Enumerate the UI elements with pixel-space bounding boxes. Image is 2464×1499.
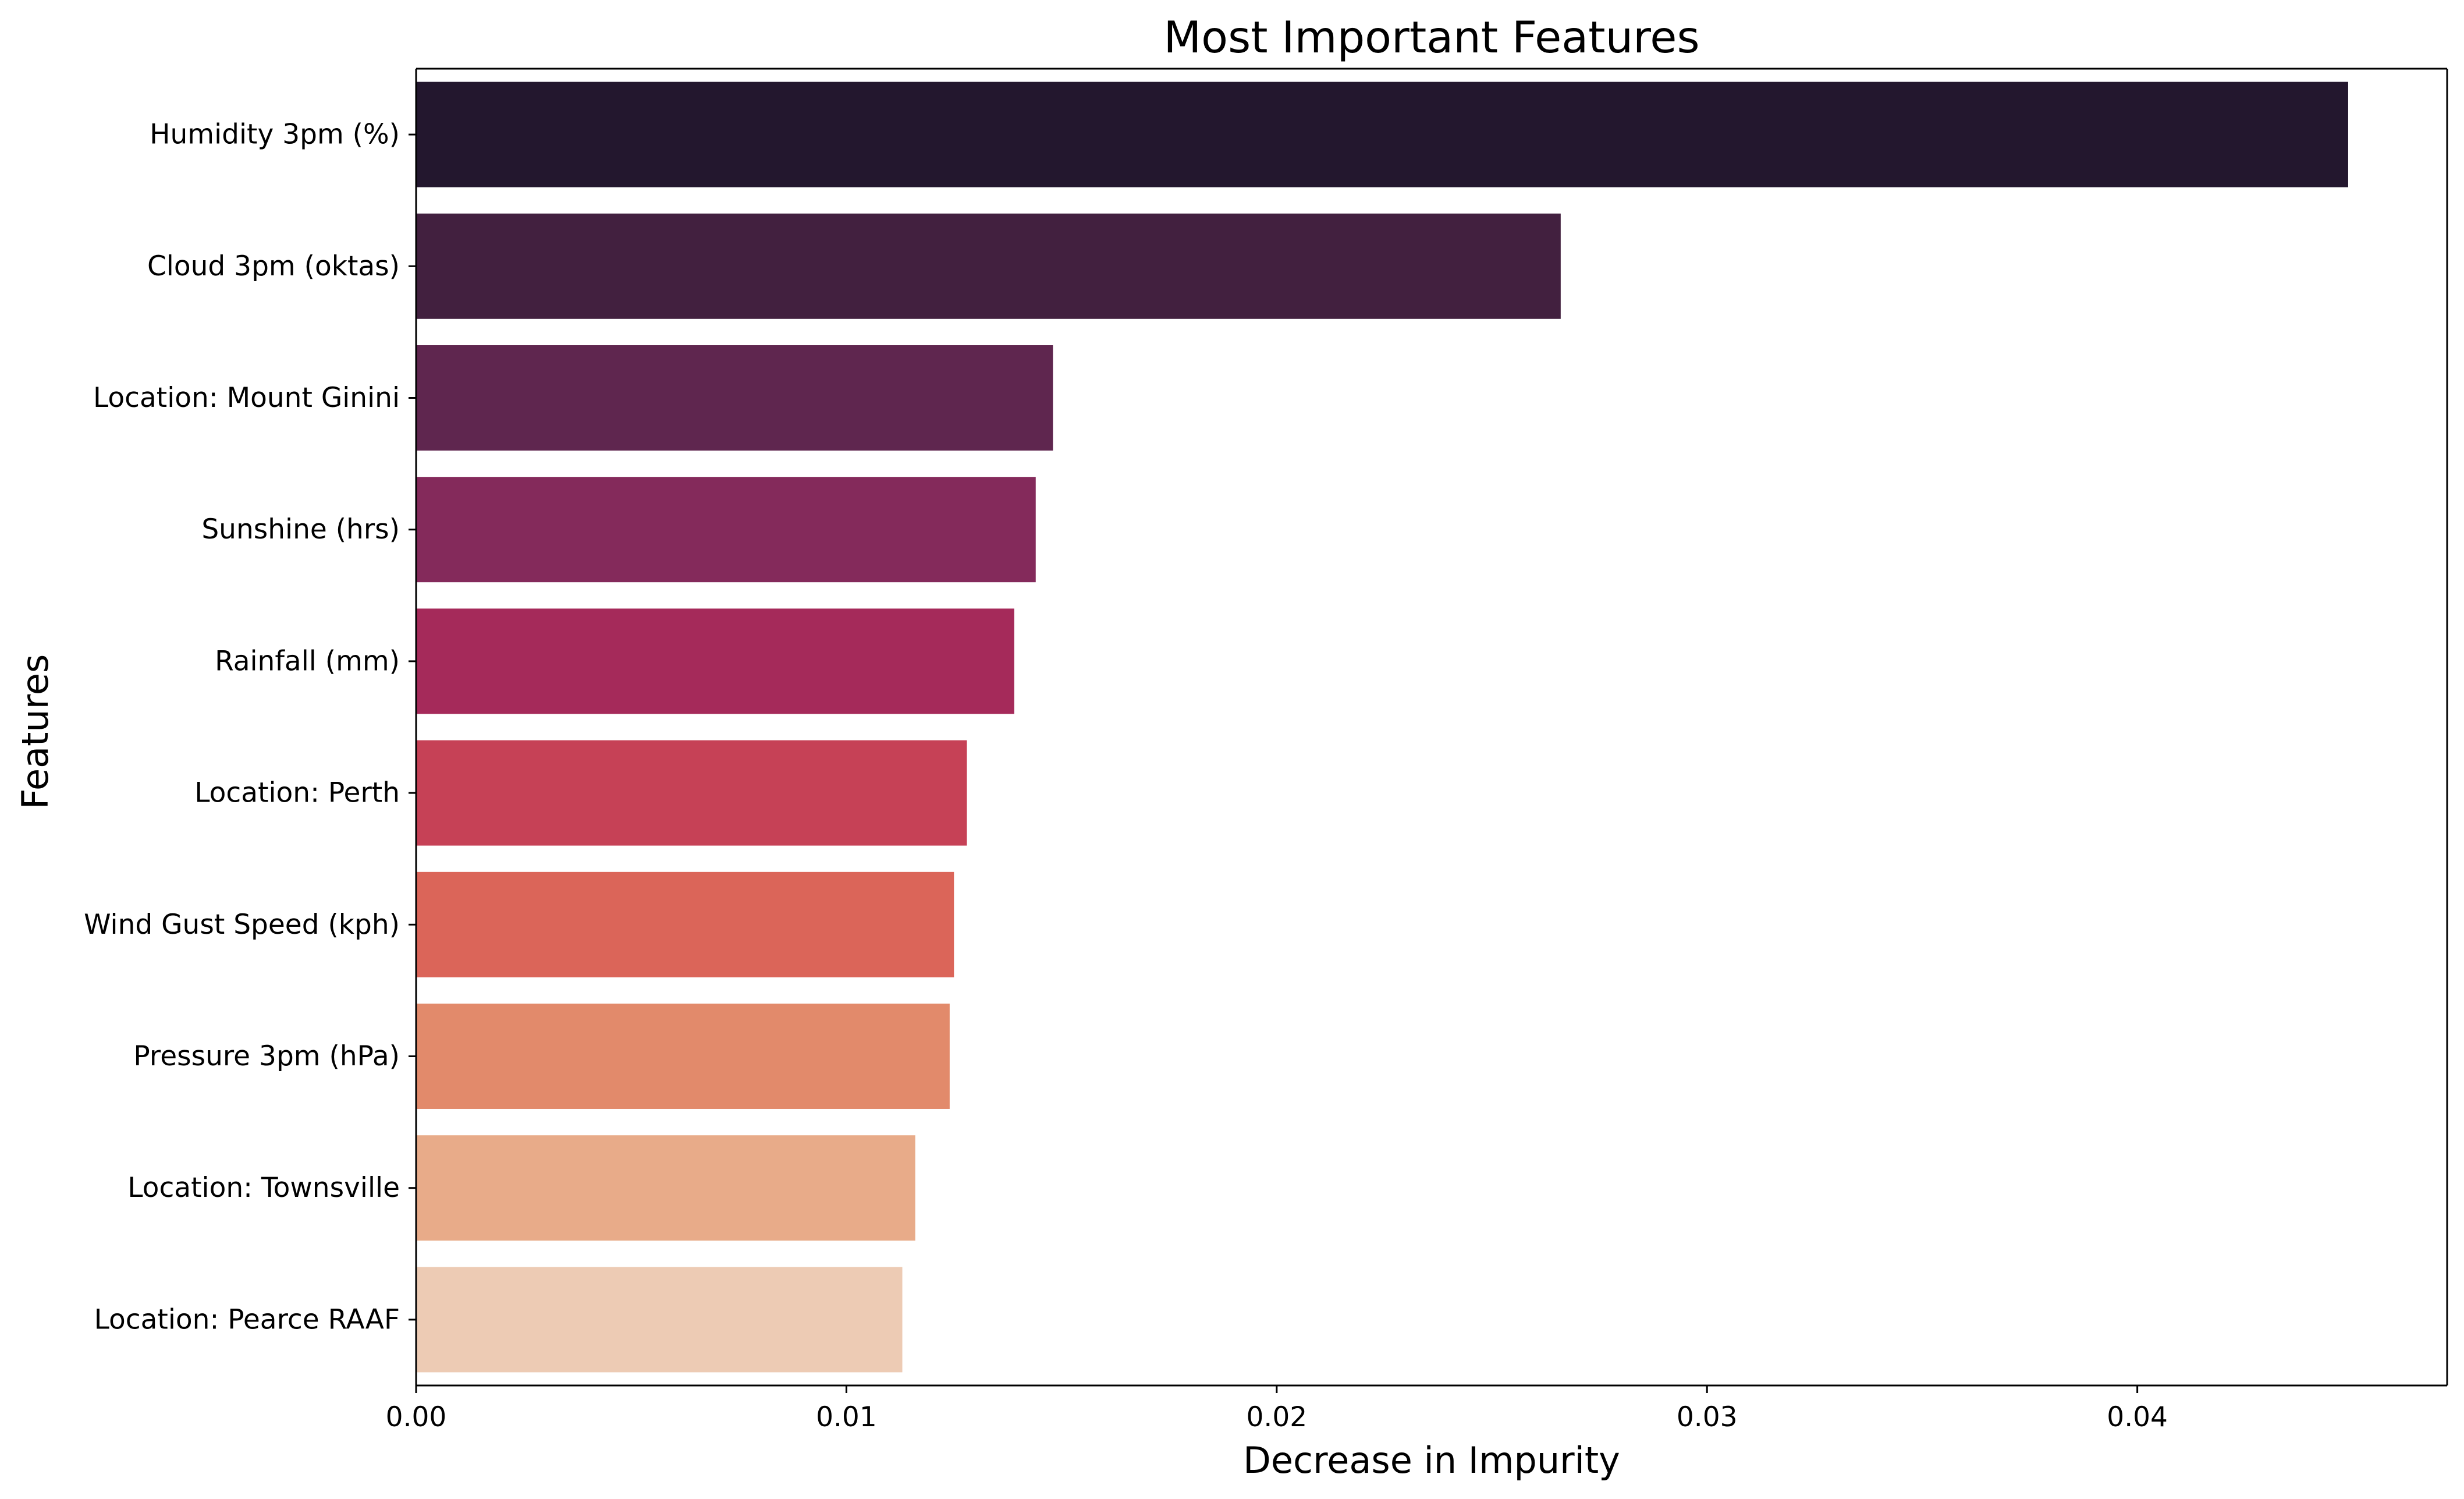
bar (416, 477, 1036, 583)
bar (416, 871, 954, 977)
x-axis-label: Decrease in Impurity (1243, 1439, 1620, 1482)
y-tick-label: Wind Gust Speed (kph) (84, 909, 400, 941)
bars-layer (416, 81, 2348, 1373)
axes-layer (415, 68, 2448, 1387)
y-tick-label: Location: Perth (194, 777, 400, 809)
x-tick-label: 0.00 (386, 1401, 447, 1433)
bar (416, 740, 967, 846)
bar (416, 213, 1561, 319)
bar (416, 81, 2348, 187)
chart-title: Most Important Features (1163, 12, 1699, 63)
bar (416, 345, 1053, 451)
y-tick-label: Pressure 3pm (hPa) (133, 1040, 400, 1072)
x-tick-label: 0.02 (1246, 1401, 1307, 1433)
y-tick-label: Humidity 3pm (%) (150, 119, 400, 151)
x-ticks: 0.00 0.01 0.02 0.03 0.04 (386, 1385, 2168, 1433)
x-tick-label: 0.03 (1677, 1401, 1738, 1433)
x-tick-label: 0.01 (816, 1401, 877, 1433)
y-tick-label: Location: Pearce RAAF (94, 1303, 400, 1335)
bar (416, 1004, 950, 1109)
y-tick-label: Rainfall (mm) (215, 645, 400, 677)
x-tick-label: 0.04 (2107, 1401, 2168, 1433)
y-ticks: Humidity 3pm (%) Cloud 3pm (oktas) Locatio… (84, 119, 416, 1335)
y-axis-label: Features (14, 654, 56, 810)
y-tick-label: Location: Mount Ginini (93, 382, 400, 414)
y-tick-label: Location: Townsville (127, 1172, 400, 1204)
bar (416, 1267, 903, 1373)
bar (416, 608, 1014, 714)
bar (416, 1135, 915, 1241)
y-tick-label: Sunshine (hrs) (201, 513, 400, 545)
y-tick-label: Cloud 3pm (oktas) (147, 250, 400, 282)
